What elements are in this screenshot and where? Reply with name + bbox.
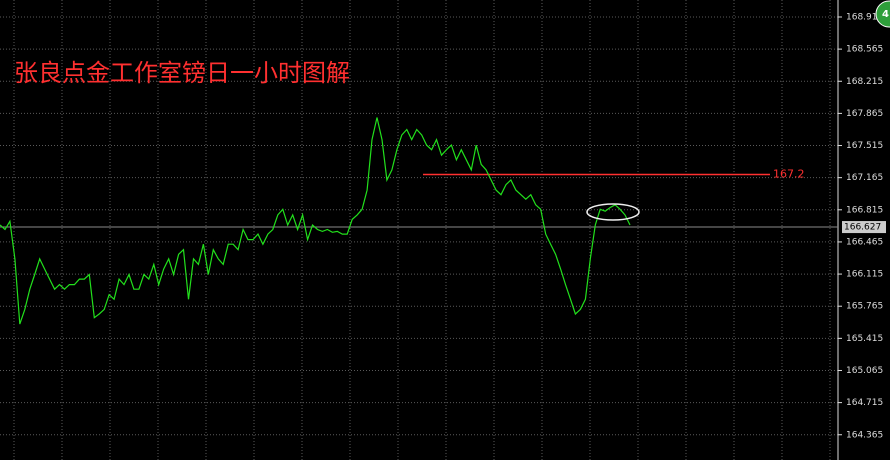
y-tick-label: 168.915 — [846, 12, 883, 22]
badge-circle — [875, 0, 890, 28]
highlight-ellipse — [586, 203, 640, 221]
y-tick-label: 167.865 — [846, 109, 883, 119]
current-price-box — [842, 221, 886, 234]
y-tick-label: 166.465 — [846, 237, 883, 247]
badge-label: 4 — [882, 9, 889, 20]
level-label: 167.2 — [773, 167, 805, 180]
current-price-label: 166.627 — [844, 223, 881, 233]
y-tick-label: 167.515 — [846, 141, 883, 151]
y-tick-label: 166.115 — [846, 270, 883, 280]
y-tick-label: 165.765 — [846, 302, 883, 312]
y-tick-label: 164.365 — [846, 430, 883, 440]
y-tick-label: 166.815 — [846, 205, 883, 215]
y-tick-label: 167.165 — [846, 173, 883, 183]
y-tick-label: 164.715 — [846, 398, 883, 408]
y-tick-label: 165.065 — [846, 366, 883, 376]
y-tick-label: 165.415 — [846, 334, 883, 344]
price-line — [0, 117, 631, 325]
y-tick-label: 168.215 — [846, 77, 883, 87]
chart-title: 张良点金工作室镑日一小时图解 — [14, 59, 350, 87]
y-tick-label: 168.565 — [846, 45, 883, 55]
